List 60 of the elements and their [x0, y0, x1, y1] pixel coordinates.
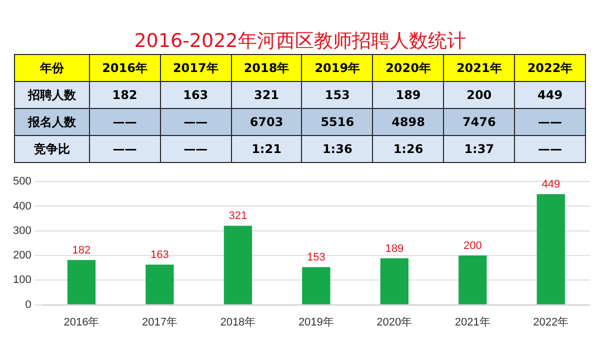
text: 189: [372, 82, 444, 108]
text: 2018年: [231, 54, 302, 82]
text: ——: [160, 136, 232, 162]
y-tick-label: 100: [12, 274, 32, 286]
data-label: 200: [463, 240, 482, 252]
y-tick-label: 400: [12, 200, 32, 212]
data-label: 182: [72, 244, 91, 256]
bar: [224, 226, 252, 304]
text: 6703: [231, 108, 302, 136]
x-tick-label: 2020年: [376, 316, 412, 328]
bar: [536, 194, 565, 304]
text: 1:37: [444, 136, 515, 162]
text: 321: [231, 82, 302, 108]
bar: [302, 267, 330, 304]
text: 153: [302, 82, 373, 108]
text: 200: [444, 82, 515, 108]
text: 2017年: [160, 54, 232, 82]
y-tick-label: 500: [12, 176, 32, 188]
text: 2021年: [444, 54, 515, 82]
data-label: 321: [228, 210, 248, 222]
text: 449: [514, 82, 586, 108]
x-tick-label: 2021年: [454, 316, 490, 328]
bar: [67, 260, 96, 304]
data-label: 189: [385, 242, 404, 255]
bar: [146, 264, 174, 304]
data-label: 449: [542, 178, 560, 191]
x-tick-label: 2022年: [533, 316, 569, 328]
text: 1:26: [372, 136, 444, 162]
x-tick-label: 2016年: [64, 316, 100, 328]
chart-title: 2016-2022年河西区教师招聘人数统计: [133, 29, 467, 54]
text: 年份: [14, 54, 90, 82]
text: 报名人数: [14, 108, 90, 136]
text: 1:21: [231, 136, 302, 162]
text: 1:36: [302, 136, 373, 162]
text: 7476: [444, 108, 515, 136]
text: ——: [89, 108, 160, 136]
text: ——: [514, 108, 586, 136]
text: ——: [160, 108, 232, 136]
x-tick-label: 2019年: [298, 316, 334, 328]
text: 5516: [302, 108, 373, 136]
y-tick-label: 0: [25, 298, 32, 311]
bar: [380, 258, 408, 304]
text: 2019年: [302, 54, 373, 82]
text: 招聘人数: [14, 82, 90, 108]
bar: [458, 256, 487, 304]
y-tick-label: 200: [12, 250, 32, 262]
text: ——: [89, 136, 160, 162]
y-tick-label: 300: [12, 224, 32, 237]
text: ——: [514, 136, 586, 162]
text: 182: [89, 82, 160, 108]
text: 163: [160, 82, 232, 108]
data-label: 153: [306, 252, 326, 264]
x-tick-label: 2018年: [220, 316, 256, 328]
text: 2016年: [89, 54, 160, 82]
text: 2022年: [514, 54, 586, 82]
x-tick-label: 2017年: [142, 316, 178, 328]
data-label: 163: [150, 249, 169, 262]
text: 竞争比: [14, 136, 90, 162]
text: 2020年: [372, 54, 444, 82]
text: 4898: [372, 108, 444, 136]
